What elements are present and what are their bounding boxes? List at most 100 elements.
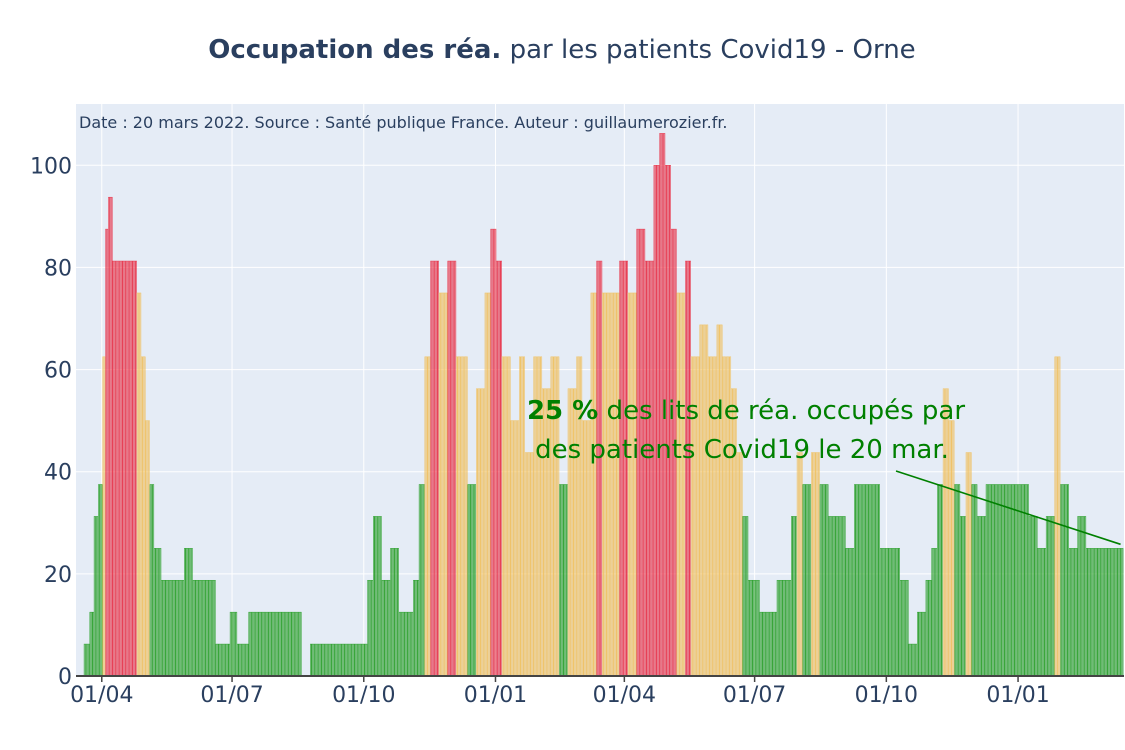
bar [327,643,329,677]
bar [348,643,351,677]
bar [198,579,200,677]
bar [918,611,921,677]
bar [866,484,869,677]
bar [677,292,680,677]
bar [907,579,909,677]
bar [1010,484,1012,677]
bar [398,611,401,677]
bar [295,611,298,677]
bar [563,484,565,677]
bar [499,260,501,677]
bar [514,420,517,677]
x-tick-label: 01/01 [464,683,527,708]
bar [968,452,971,677]
bar [1086,548,1088,677]
annotation-line-2: des patients Covid19 le 20 mar. [535,435,949,465]
bar [842,516,845,677]
bar [740,452,743,677]
bar [321,643,324,677]
bar [917,611,919,677]
bar [149,484,152,677]
bar [756,579,759,677]
bar [824,484,826,677]
bar [488,292,491,677]
bar [88,643,90,677]
bar [446,292,448,677]
bar [944,388,946,677]
bar [549,388,551,677]
bar [417,579,419,677]
bar [151,484,153,677]
bar [474,484,477,677]
bar [204,579,206,677]
y-tick-label: 20 [44,563,72,588]
bar [503,356,505,677]
bar [1002,484,1005,677]
bar [464,356,467,677]
bar [889,548,892,677]
bar [271,611,273,677]
bar [521,356,524,677]
bar [128,260,130,677]
bar [645,260,647,677]
bar [758,579,760,677]
bar [846,548,849,677]
bar [95,516,97,677]
bar [113,260,116,677]
bar [977,516,979,677]
bar [909,643,912,677]
bar [352,643,355,677]
bar [99,484,102,677]
bar [111,196,113,677]
bar [249,611,252,677]
bar [291,611,293,677]
bar [761,611,763,677]
bar [387,579,389,677]
bar [1120,548,1122,677]
bar [361,643,364,677]
bar [129,260,132,677]
bar [818,452,820,677]
bar [228,643,230,677]
bar [279,611,282,677]
y-tick-label: 60 [44,359,72,384]
bar [1077,516,1079,677]
bar [742,516,744,677]
annotation-line-1-rest: des lits de réa. occupés par [598,396,965,426]
bar [546,388,548,677]
bar [282,611,285,677]
bar [872,484,875,677]
bar [139,292,142,677]
x-tick-label: 01/10 [855,683,918,708]
bar [733,388,736,677]
bar [1081,516,1084,677]
bar [401,611,404,677]
bar [805,484,807,677]
bar [484,292,487,677]
bar [994,484,996,677]
bar [400,611,402,677]
bar [351,643,354,677]
bar [931,548,933,677]
bar [647,260,650,677]
bar [1035,516,1038,677]
bar [199,579,202,677]
bar [334,643,336,677]
bar [136,292,139,677]
bar [255,611,258,677]
y-tick-label: 40 [44,461,72,486]
x-tick-labels: 01/04 01/07 01/10 01/01 01/04 01/07 01/10 01/01 [70,676,1050,708]
bar [357,643,359,677]
bar [899,579,902,677]
bar [1084,516,1087,677]
bar [370,579,372,677]
bar [189,548,192,677]
bar [477,388,480,677]
bar [529,452,531,677]
bar [206,579,209,677]
bar [166,579,169,677]
bar [458,356,461,677]
bar [345,643,348,677]
bar [122,260,125,677]
bar [1001,484,1004,677]
